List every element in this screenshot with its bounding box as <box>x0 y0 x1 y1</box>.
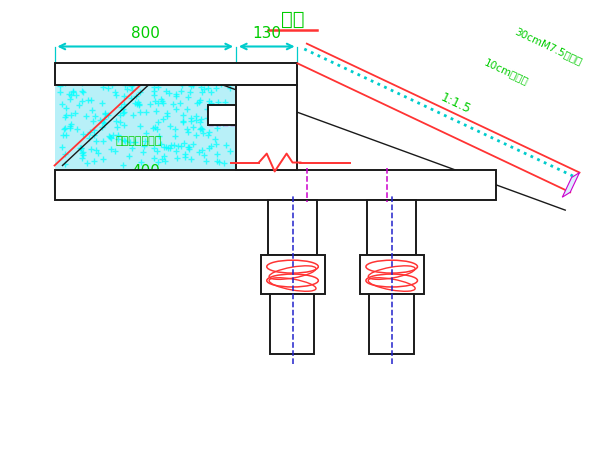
Bar <box>55 171 496 200</box>
Polygon shape <box>55 63 236 171</box>
Polygon shape <box>236 85 298 171</box>
Polygon shape <box>562 172 580 197</box>
Text: 400: 400 <box>131 164 160 180</box>
Bar <box>270 294 314 354</box>
Bar <box>367 200 416 255</box>
Text: 台背回填砂性土: 台背回填砂性土 <box>116 136 162 146</box>
Text: 30cmM7.5浆砌石: 30cmM7.5浆砌石 <box>512 26 583 67</box>
Bar <box>55 63 298 85</box>
Bar <box>268 200 317 255</box>
Text: 1:1.5: 1:1.5 <box>438 90 473 116</box>
Text: 10cm砂垫层: 10cm砂垫层 <box>483 57 530 86</box>
Bar <box>261 255 325 294</box>
Bar <box>369 294 413 354</box>
Polygon shape <box>208 105 236 125</box>
Text: 侧面: 侧面 <box>281 10 304 29</box>
Text: 130: 130 <box>252 26 281 40</box>
Text: 800: 800 <box>131 26 160 40</box>
Bar <box>360 255 424 294</box>
